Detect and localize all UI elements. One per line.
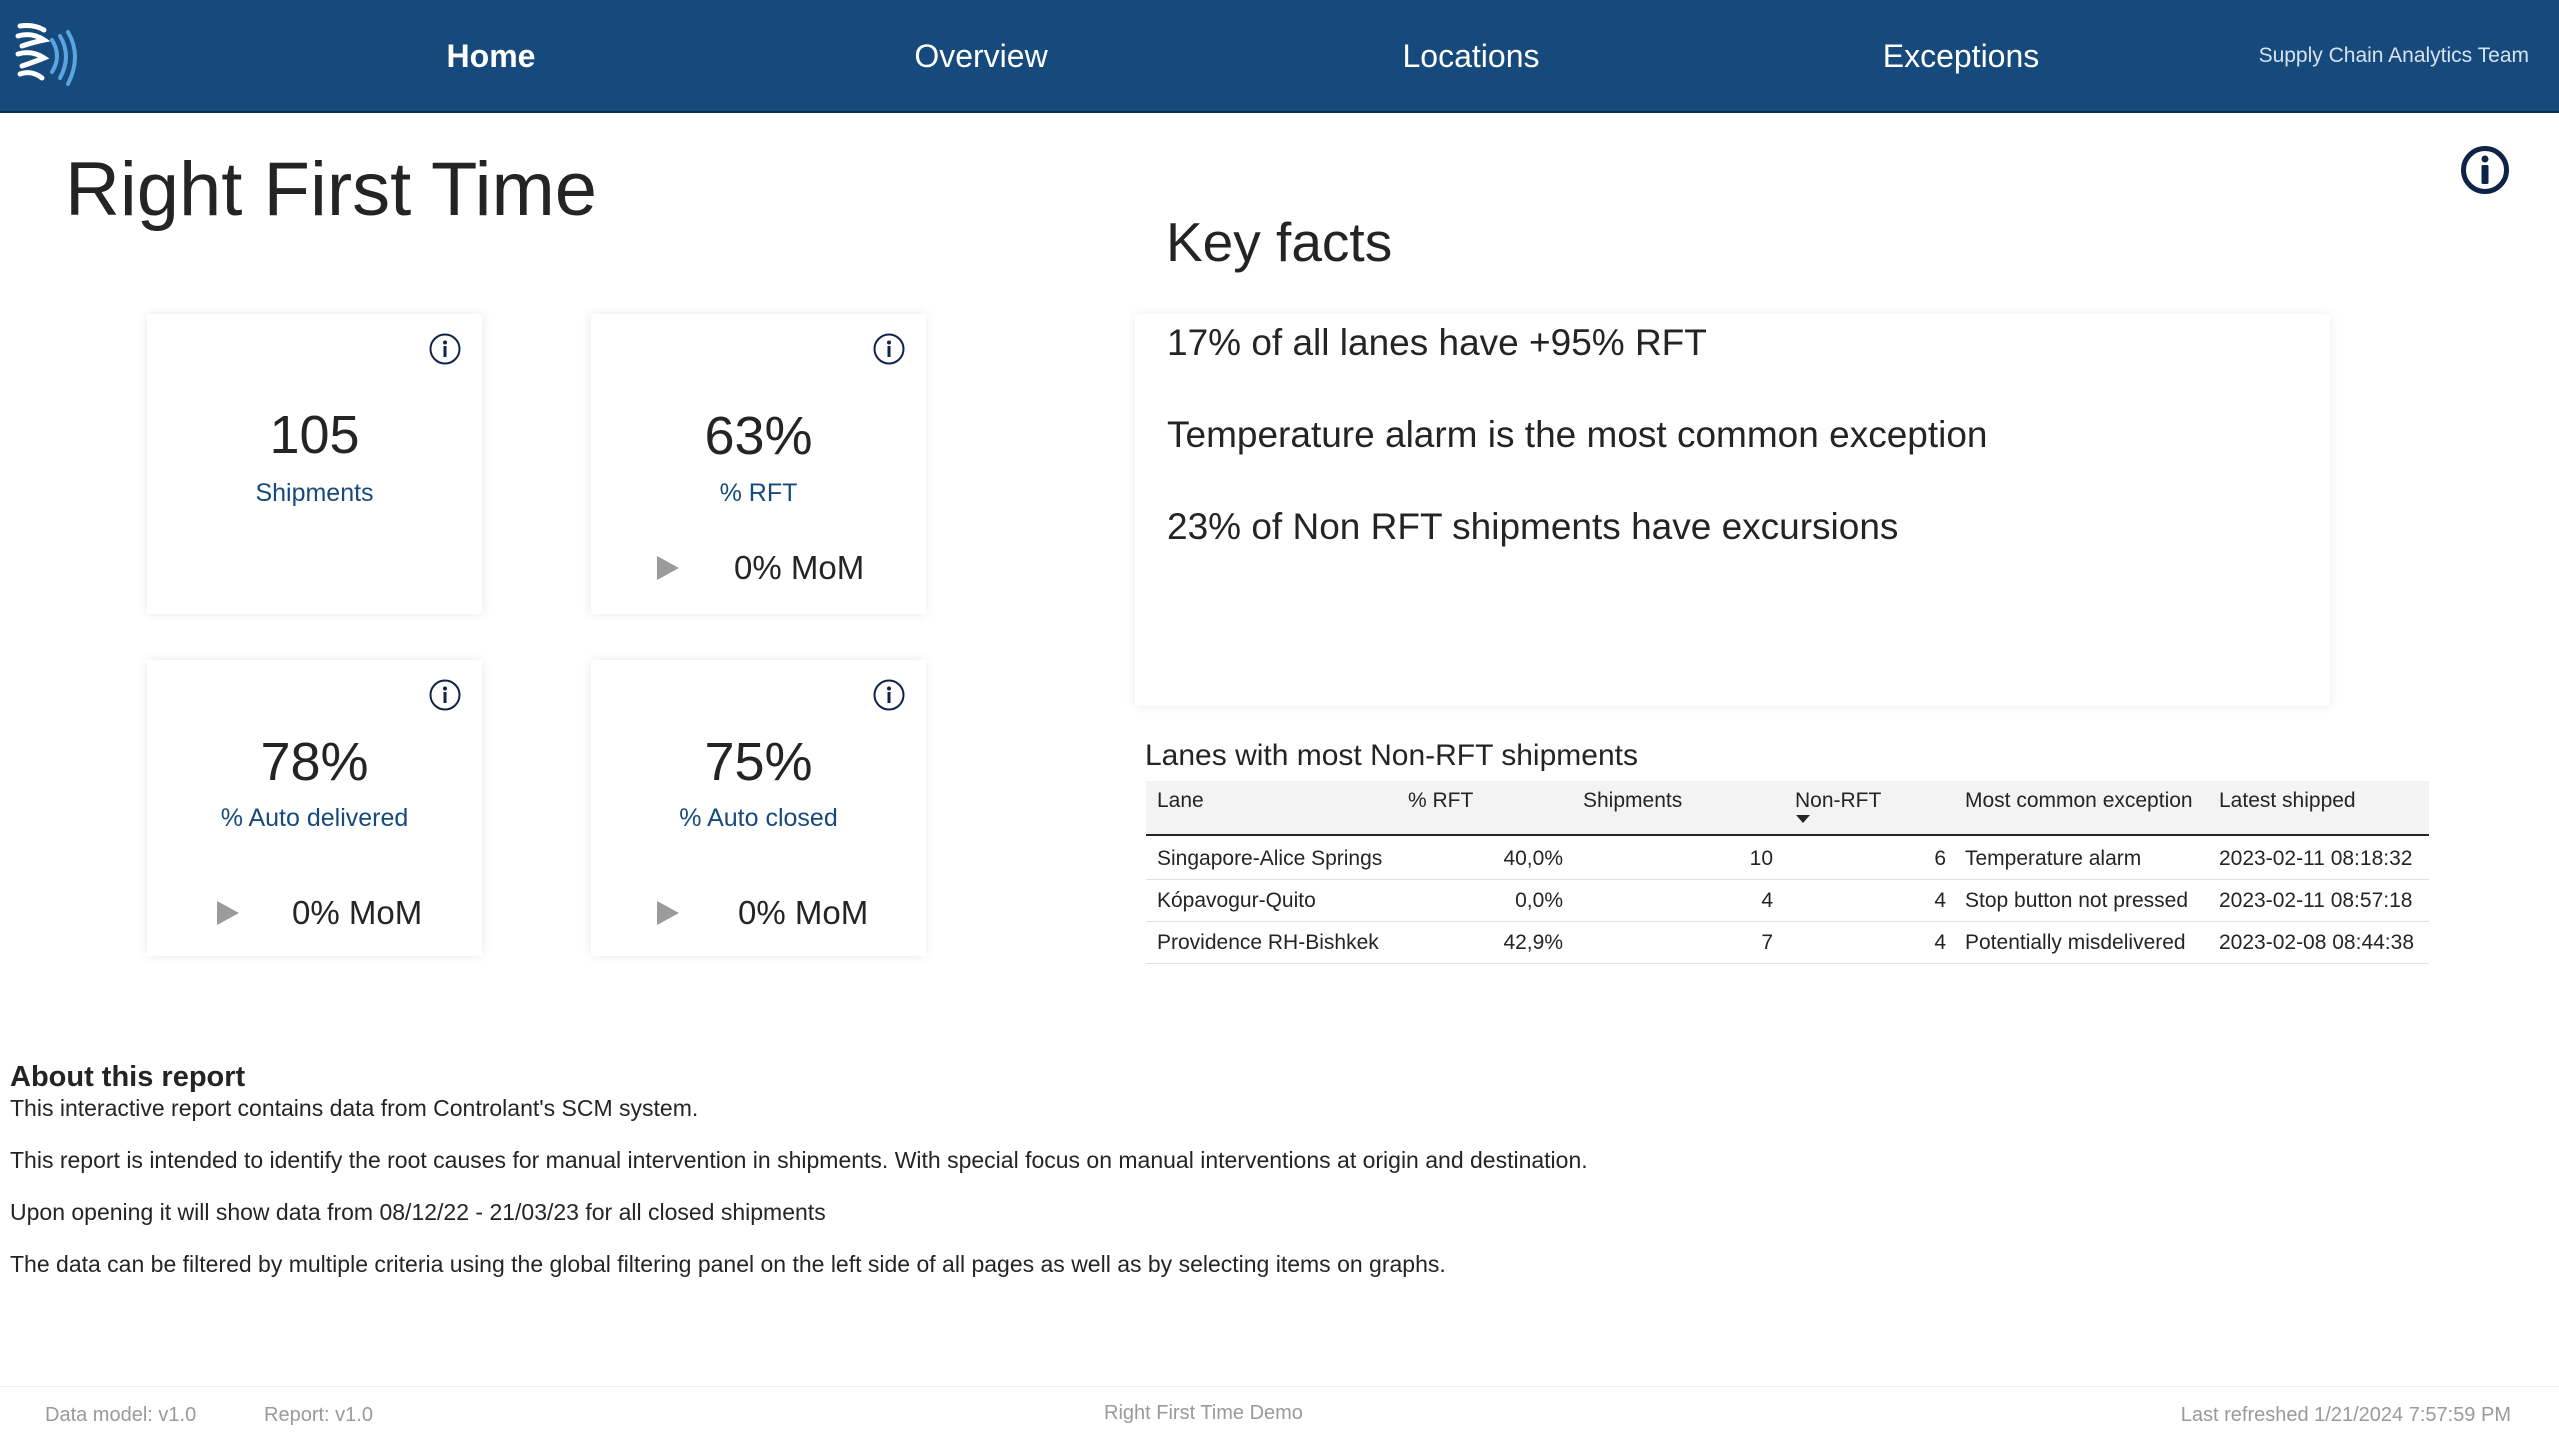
cell-latest-shipped: 2023-02-11 08:57:18 [2219,889,2413,912]
cell-rft: 40,0% [1503,847,1563,870]
column-header-non-rft[interactable]: Non-RFT [1795,789,1882,812]
footer-report-version: Report: v1.0 [264,1404,373,1426]
team-name: Supply Chain Analytics Team [2258,44,2529,67]
kpi-label: % Auto delivered [220,804,409,832]
cell-latest-shipped: 2023-02-11 08:18:32 [2219,847,2413,870]
nav-tab-home[interactable]: Home [446,38,536,74]
about-paragraph: Upon opening it will show data from 08/1… [10,1199,826,1225]
cell-rft: 0,0% [1515,889,1563,912]
footer-last-refreshed: Last refreshed 1/21/2024 7:57:59 PM [2180,1404,2511,1426]
lanes-table-header: Lane % RFT Shipments Non-RFT Most common… [1146,781,2429,836]
top-nav-bar: Home Overview Locations Exceptions Suppl… [0,0,2559,113]
cell-latest-shipped: 2023-02-08 08:44:38 [2219,931,2414,954]
trend-neutral-icon [657,556,679,580]
lanes-table-title: Lanes with most Non-RFT shipments [1145,739,1638,772]
kpi-label: Shipments [255,479,374,507]
kpi-card-auto-closed: 75% % Auto closed 0% MoM [591,660,926,956]
info-icon[interactable] [872,332,906,366]
cell-shipments: 4 [1761,889,1773,912]
key-fact-item: 23% of Non RFT shipments have excursions [1167,506,1899,547]
about-paragraph: This interactive report contains data fr… [10,1095,699,1121]
info-icon[interactable] [872,678,906,712]
cell-non-rft: 4 [1934,931,1946,954]
cell-lane: Providence RH-Bishkek [1157,931,1379,954]
nav-tab-locations[interactable]: Locations [1402,38,1540,74]
kpi-label: % Auto closed [679,804,838,832]
table-row[interactable]: Singapore-Alice Springs 40,0% 10 6 Tempe… [1146,838,2429,880]
column-header-rft[interactable]: % RFT [1408,789,1474,812]
column-header-latest-shipped[interactable]: Latest shipped [2219,789,2356,812]
column-header-most-common-exception[interactable]: Most common exception [1965,789,2193,812]
kpi-card-auto-delivered: 78% % Auto delivered 0% MoM [147,660,482,956]
kpi-value: 105 [269,405,360,465]
cell-shipments: 7 [1761,931,1773,954]
trend-neutral-icon [657,901,679,925]
key-fact-item: 17% of all lanes have +95% RFT [1167,322,1707,363]
cell-shipments: 10 [1749,847,1773,870]
kpi-value: 63% [704,406,813,466]
about-paragraph: The data can be filtered by multiple cri… [10,1251,1446,1277]
cell-rft: 42,9% [1503,931,1563,954]
footer-report-name: Right First Time Demo [1104,1402,1303,1424]
key-fact-item: Temperature alarm is the most common exc… [1167,414,1988,455]
key-facts-title: Key facts [1166,211,1393,273]
table-row[interactable]: Kópavogur-Quito 0,0% 4 4 Stop button not… [1146,880,2429,922]
column-header-shipments[interactable]: Shipments [1583,789,1683,812]
nav-tab-overview[interactable]: Overview [914,38,1048,74]
info-icon[interactable] [428,332,462,366]
footer-divider [0,1386,2559,1387]
trend-neutral-icon [217,901,239,925]
kpi-mom-text: 0% MoM [738,894,869,931]
cell-non-rft: 6 [1934,847,1946,870]
kpi-card-shipments: 105 Shipments [147,314,482,614]
kpi-value: 75% [704,732,813,792]
page-title: Right First Time [65,147,598,232]
kpi-mom-text: 0% MoM [734,549,865,586]
kpi-value: 78% [260,732,369,792]
cell-exception: Stop button not pressed [1965,889,2188,912]
nav-tab-exceptions[interactable]: Exceptions [1882,38,2040,74]
wave-logo-icon[interactable] [14,22,80,90]
sort-descending-icon[interactable] [1796,815,1810,823]
kpi-card-rft: 63% % RFT 0% MoM [591,314,926,614]
column-header-lane[interactable]: Lane [1157,789,1204,812]
about-title: About this report [10,1061,246,1093]
cell-exception: Potentially misdelivered [1965,931,2186,954]
footer-data-model-version: Data model: v1.0 [45,1404,197,1426]
cell-lane: Singapore-Alice Springs [1157,847,1383,870]
kpi-label: % RFT [719,479,798,507]
cell-non-rft: 4 [1934,889,1946,912]
table-row[interactable]: Providence RH-Bishkek 42,9% 7 4 Potentia… [1146,922,2429,964]
key-facts-panel: 17% of all lanes have +95% RFT Temperatu… [1135,314,2330,706]
cell-exception: Temperature alarm [1965,847,2142,870]
kpi-mom-text: 0% MoM [292,894,423,931]
about-paragraph: This report is intended to identify the … [10,1147,1588,1173]
info-icon[interactable] [428,678,462,712]
cell-lane: Kópavogur-Quito [1157,889,1316,912]
info-icon[interactable] [2460,145,2510,195]
